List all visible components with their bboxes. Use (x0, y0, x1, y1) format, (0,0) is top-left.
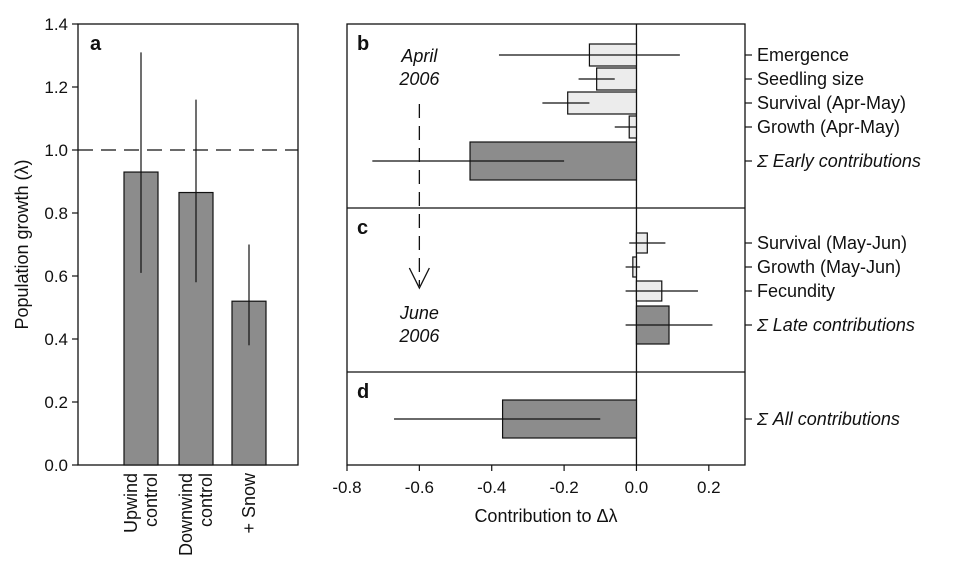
row-label: Σ All contributions (756, 409, 900, 429)
x-axis-label: Contribution to Δλ (474, 506, 617, 526)
row-label: Σ Late contributions (756, 315, 915, 335)
panel-a-category-label: + Snow (239, 472, 259, 534)
x-tick-label: -0.6 (405, 478, 434, 497)
panel-a-category-label: Upwind control (121, 473, 161, 533)
annotation-end-date: 2006 (398, 326, 440, 346)
panel-a-ytick-label: 1.0 (44, 141, 68, 160)
panel-a-category-label-line: Upwind (121, 473, 141, 533)
annotation-start-date: 2006 (398, 69, 440, 89)
panel-a-ylabel: Population growth (λ) (12, 159, 32, 329)
panel-a-ytick-label: 0.8 (44, 204, 68, 223)
panel-a-ytick-label: 0.4 (44, 330, 68, 349)
row-label: Survival (Apr-May) (757, 93, 906, 113)
row-label: Growth (Apr-May) (757, 117, 900, 137)
panel-a-category-label-line: + Snow (239, 472, 259, 534)
row-label: Emergence (757, 45, 849, 65)
panel-d-letter: d (357, 381, 369, 403)
panel-b-letter: b (357, 33, 369, 55)
x-tick-label: -0.2 (549, 478, 578, 497)
panel-a-ytick-label: 0.6 (44, 267, 68, 286)
row-label: Σ Early contributions (756, 151, 921, 171)
panel-a-population-growth-chart: a 0.0 0.2 0.4 0.6 0.8 1.0 1.2 1.4 Population grow… (12, 15, 299, 556)
panel-a-category-label-line: control (196, 473, 216, 527)
panel-bcd-contribution-chart: b Emergence Seedling size Survival (Apr-May… (332, 23, 921, 526)
x-tick-label: -0.4 (477, 478, 506, 497)
panel-a-letter: a (90, 33, 102, 55)
row-label: Fecundity (757, 281, 835, 301)
row-label: Seedling size (757, 69, 864, 89)
row-label: Growth (May-Jun) (757, 257, 901, 277)
panel-a-category-label: Downwind control (176, 473, 216, 556)
panel-a-category-label-line: Downwind (176, 473, 196, 556)
x-tick-label: -0.8 (332, 478, 361, 497)
panel-bcd-frame (346, 23, 746, 466)
timeline-arrow-head (408, 267, 430, 290)
panel-a-ytick-label: 0.0 (44, 456, 68, 475)
x-tick-label: 0.0 (625, 478, 649, 497)
x-tick-label: 0.2 (697, 478, 721, 497)
panel-a-ytick-label: 0.2 (44, 393, 68, 412)
row-label: Survival (May-Jun) (757, 233, 907, 253)
panel-a-ytick-label: 1.4 (44, 15, 68, 34)
panel-a-ytick-label: 1.2 (44, 78, 68, 97)
annotation-start-date: April (400, 46, 438, 66)
annotation-end-date: June (399, 303, 439, 323)
panel-a-category-label-line: control (141, 473, 161, 527)
panel-c-letter: c (357, 217, 368, 239)
